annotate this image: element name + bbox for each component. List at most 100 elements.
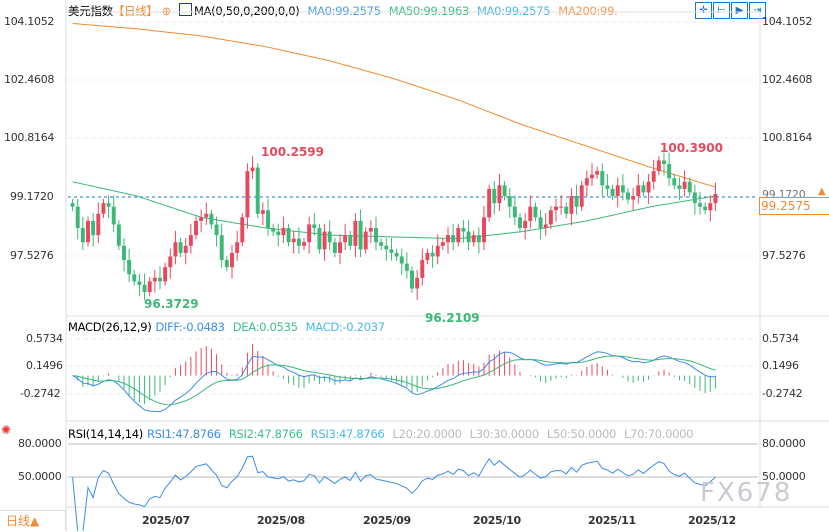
candle-body: [456, 228, 461, 243]
macd-value: MACD:-0.2037: [305, 320, 385, 334]
candle-body: [656, 160, 661, 172]
period-button[interactable]: 日线▲: [0, 510, 66, 531]
candle-body: [399, 256, 404, 264]
candle-body: [420, 260, 425, 278]
candle-body: [312, 224, 317, 229]
candle-body: [106, 203, 111, 207]
date-label: 2025/08: [257, 514, 305, 527]
price-label-left: 100.8164: [4, 131, 55, 144]
candle-body: [492, 188, 497, 204]
rsi3-value: RSI3:47.8766: [310, 427, 385, 441]
candle-body: [662, 160, 666, 164]
candle-body: [708, 203, 713, 211]
rsi-label-left: 50.0000: [18, 470, 62, 483]
price-label-left: 104.1052: [4, 15, 55, 28]
candle-body: [302, 242, 306, 246]
date-label: 2025/11: [588, 514, 636, 527]
candle-body: [404, 263, 409, 271]
price-label-left: 99.1720: [10, 190, 54, 203]
candle-body: [476, 235, 481, 243]
candle-body: [646, 181, 651, 193]
watermark: FX678: [700, 478, 793, 508]
candle-body: [86, 220, 90, 243]
candle-body: [605, 185, 610, 189]
candle-body: [204, 213, 209, 218]
candle-body: [75, 206, 80, 229]
indicator-name: MA(0,50,0,200,0,0): [193, 4, 300, 18]
indicator-icon[interactable]: [178, 3, 192, 16]
macd-label-left: 0.1496: [26, 359, 63, 372]
candle-body: [137, 281, 142, 285]
fit-left-icon[interactable]: ⊢: [713, 2, 730, 19]
candle-body: [687, 181, 692, 193]
ma200-line: [72, 22, 716, 188]
instrument-title: 美元指数: [68, 4, 113, 18]
price-label-right: 104.1052: [762, 15, 813, 28]
fit-right-icon[interactable]: ⇥: [749, 2, 766, 19]
low-annotation: 96.2109: [425, 311, 480, 325]
candle-body: [379, 242, 384, 246]
candle-body: [96, 213, 101, 236]
candle-body: [641, 185, 646, 193]
candle-body: [281, 228, 286, 236]
candle-body: [338, 242, 342, 253]
candle-body: [122, 245, 126, 261]
alert-icon[interactable]: ✺: [1, 423, 12, 437]
candle-body: [317, 228, 322, 250]
candle-body: [389, 249, 394, 253]
macd-diff-line: [72, 351, 716, 413]
period-label: 【日线】: [112, 4, 158, 18]
macd-title: MACD(26,12,9): [68, 320, 152, 334]
candle-body: [482, 217, 486, 243]
rsi-title: RSI(14,14,14): [68, 427, 143, 441]
high-annotation: 100.2599: [261, 145, 325, 159]
candle-body: [199, 217, 204, 221]
rsi-l50: L50:50.0000: [546, 427, 617, 441]
candle-body: [322, 231, 327, 250]
candle-body: [142, 284, 147, 293]
candle-body: [512, 206, 517, 218]
candle-body: [250, 167, 255, 172]
candle-body: [147, 281, 152, 293]
rsi2-value: RSI2:47.8766: [228, 427, 303, 441]
candle-body: [363, 231, 368, 250]
date-label: 2025/07: [142, 514, 190, 527]
date-label: 2025/10: [473, 514, 521, 527]
high-annotation: 100.3900: [660, 141, 724, 155]
ma50-line: [72, 181, 716, 240]
candle-body: [610, 188, 615, 197]
candle-body: [343, 235, 348, 243]
ma0-value: MA0:99.2575: [307, 4, 381, 18]
candle-body: [559, 206, 564, 208]
candle-body: [327, 231, 332, 243]
candle-body: [111, 206, 116, 225]
candle-body: [152, 277, 157, 282]
candle-body: [266, 210, 270, 229]
candle-body: [80, 228, 85, 243]
candle-body: [538, 217, 543, 229]
candle-body: [620, 185, 625, 193]
price-label-right: 97.5276: [762, 249, 806, 262]
candle-body: [394, 252, 399, 257]
candle-body: [430, 252, 435, 257]
candle-body: [564, 206, 569, 214]
candle-body: [158, 277, 162, 282]
macd-label-right: 0.1496: [762, 359, 799, 372]
rsi-label-right: 80.0000: [762, 437, 806, 450]
candle-body: [235, 242, 240, 253]
candle-body: [651, 171, 656, 182]
crosshair-icon[interactable]: ✛: [695, 2, 712, 19]
macd-diff: DIFF:-0.0483: [155, 320, 225, 334]
candle-body: [163, 267, 168, 282]
rsi-legend: RSI(14,14,14) RSI1:47.8766 RSI2:47.8766 RSI…: [68, 427, 701, 441]
fit-play-icon[interactable]: ▶: [731, 2, 748, 19]
candle-body: [368, 228, 373, 232]
ma200-value: MA200:99.: [558, 4, 618, 18]
settings-icon[interactable]: ⊕: [161, 4, 172, 18]
candle-body: [600, 171, 605, 186]
ma0b-value: MA0:99.2575: [476, 4, 551, 18]
chart-legend: 美元指数【日线】 ⊕ MA(0,50,0,200,0,0) MA0:99.2575 MA…: [68, 3, 625, 19]
candle-body: [451, 235, 456, 243]
candle-body: [626, 192, 630, 200]
